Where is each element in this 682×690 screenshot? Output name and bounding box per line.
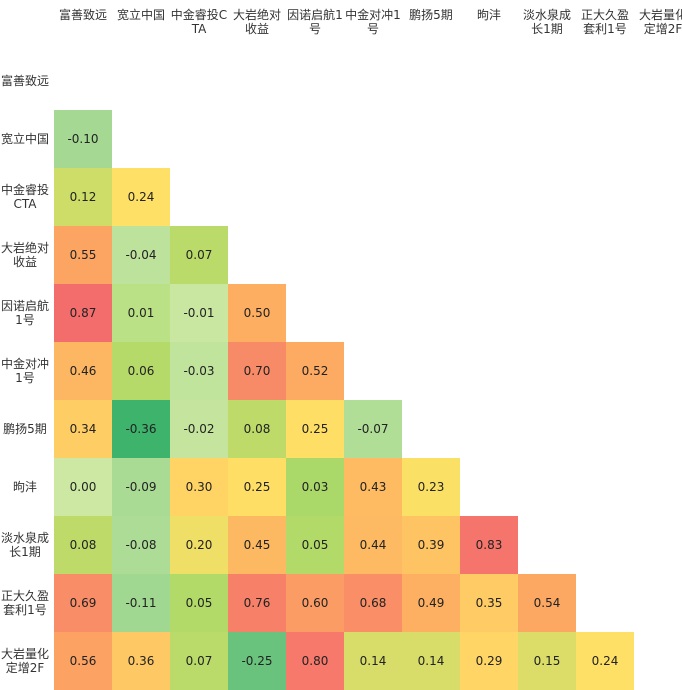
column-label: 大岩量化定增2F [638, 8, 682, 36]
heatmap-cell: 0.36 [112, 632, 170, 690]
column-label: 淡水泉成长1期 [522, 8, 571, 36]
heatmap-cell: 0.06 [112, 342, 170, 400]
heatmap-cell: 0.76 [228, 574, 286, 632]
heatmap-cell: 0.20 [170, 516, 228, 574]
row-label: 大岩量化定增2F [0, 647, 49, 675]
heatmap-cell: 0.55 [54, 226, 112, 284]
heatmap-cell: 0.29 [460, 632, 518, 690]
heatmap-cell: 0.70 [228, 342, 286, 400]
heatmap-cell: 0.25 [228, 458, 286, 516]
heatmap-cell: 0.43 [344, 458, 402, 516]
heatmap-cell: 0.08 [228, 400, 286, 458]
column-label: 富善致远 [58, 8, 107, 22]
row-label: 大岩绝对收益 [0, 241, 49, 269]
heatmap-cell: 0.00 [54, 458, 112, 516]
row-label: 中金睿投CTA [0, 183, 49, 211]
heatmap-cell: -0.08 [112, 516, 170, 574]
heatmap-cell: -0.09 [112, 458, 170, 516]
row-label: 中金对冲1号 [0, 357, 49, 385]
heatmap-cell: -0.11 [112, 574, 170, 632]
column-label: 鹏扬5期 [409, 8, 453, 22]
heatmap-cell: -0.02 [170, 400, 228, 458]
heatmap-cell: -0.07 [344, 400, 402, 458]
heatmap-cell: 0.14 [344, 632, 402, 690]
heatmap-cell: 0.80 [286, 632, 344, 690]
row-label: 正大久盈套利1号 [0, 589, 49, 617]
heatmap-cell: -0.01 [170, 284, 228, 342]
heatmap-cell: -0.10 [54, 110, 112, 168]
row-label: 富善致远 [0, 74, 49, 88]
heatmap-cell: 0.54 [518, 574, 576, 632]
heatmap-cell: 0.12 [54, 168, 112, 226]
heatmap-cell: 0.25 [286, 400, 344, 458]
row-label: 宽立中国 [0, 132, 49, 146]
heatmap-cell: 0.07 [170, 632, 228, 690]
heatmap-cell: 0.05 [286, 516, 344, 574]
row-label: 淡水泉成长1期 [0, 531, 49, 559]
heatmap-cell: 0.87 [54, 284, 112, 342]
row-label: 鹏扬5期 [3, 422, 47, 436]
heatmap-cell: 0.44 [344, 516, 402, 574]
row-label: 昫沣 [12, 480, 37, 494]
heatmap-cell: 0.05 [170, 574, 228, 632]
heatmap-cell: 0.69 [54, 574, 112, 632]
heatmap-cell: 0.46 [54, 342, 112, 400]
heatmap-cell: 0.45 [228, 516, 286, 574]
heatmap-cell: 0.56 [54, 632, 112, 690]
column-label: 昫沣 [476, 8, 501, 22]
heatmap-cell: 0.39 [402, 516, 460, 574]
heatmap-cell: 0.07 [170, 226, 228, 284]
heatmap-cell: 0.49 [402, 574, 460, 632]
column-label: 宽立中国 [116, 8, 165, 22]
column-label: 大岩绝对收益 [232, 8, 281, 36]
heatmap-cell: 0.50 [228, 284, 286, 342]
heatmap-cell: -0.36 [112, 400, 170, 458]
heatmap-cell: 0.34 [54, 400, 112, 458]
column-label: 中金对冲1号 [345, 8, 401, 36]
heatmap-cell: 0.52 [286, 342, 344, 400]
heatmap-cell: 0.14 [402, 632, 460, 690]
heatmap-cell: 0.08 [54, 516, 112, 574]
heatmap-cell: 0.83 [460, 516, 518, 574]
heatmap-cell: -0.04 [112, 226, 170, 284]
row-label: 因诺启航1号 [0, 299, 49, 327]
heatmap-cell: -0.25 [228, 632, 286, 690]
heatmap-cell: 0.24 [576, 632, 634, 690]
heatmap-cell: 0.35 [460, 574, 518, 632]
heatmap-cell: 0.03 [286, 458, 344, 516]
heatmap-cell: -0.03 [170, 342, 228, 400]
heatmap-cell: 0.23 [402, 458, 460, 516]
heatmap-cell: 0.30 [170, 458, 228, 516]
column-label: 中金睿投CTA [170, 8, 228, 36]
heatmap-cell: 0.15 [518, 632, 576, 690]
heatmap-cell: 0.68 [344, 574, 402, 632]
heatmap-cell: 0.24 [112, 168, 170, 226]
column-label: 因诺启航1号 [287, 8, 343, 36]
heatmap-cell: 0.01 [112, 284, 170, 342]
heatmap-cell: 0.60 [286, 574, 344, 632]
column-label: 正大久盈套利1号 [580, 8, 629, 36]
